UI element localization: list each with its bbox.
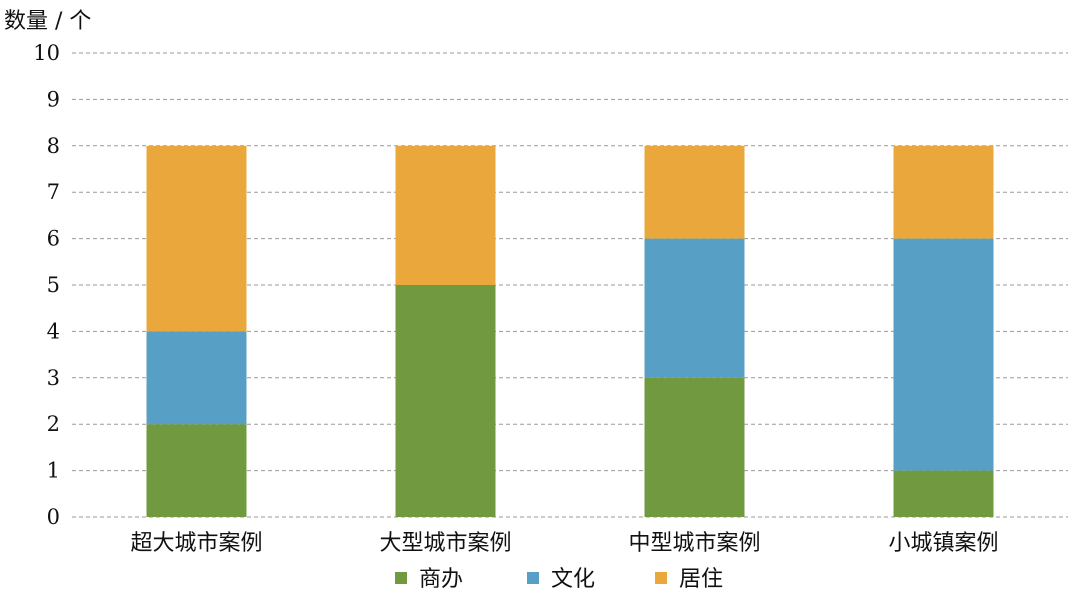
legend-swatch [655, 572, 667, 584]
bar-segment-3-1 [644, 377, 745, 517]
x-category-label: 小城镇案例 [888, 531, 998, 556]
y-axis-label: 数量 / 个 [4, 9, 91, 34]
x-category-label: 中型城市案例 [628, 531, 760, 556]
bar-segment-4-3 [893, 145, 994, 239]
legend-label: 居住 [679, 567, 723, 592]
x-category-label: 超大城市案例 [130, 531, 262, 556]
bar-segment-1-3 [146, 145, 247, 332]
x-category-label: 大型城市案例 [379, 531, 511, 556]
y-tick-label: 4 [47, 319, 60, 343]
bar-segment-4-2 [893, 238, 994, 471]
legend-label: 商办 [419, 567, 463, 592]
legend-label: 文化 [551, 567, 595, 592]
y-tick-label: 2 [47, 412, 60, 436]
bar-segment-3-3 [644, 145, 745, 239]
y-tick-label: 0 [47, 505, 60, 529]
bar-segment-3-2 [644, 238, 745, 378]
y-tick-label: 1 [47, 459, 60, 483]
gridlines [72, 52, 1068, 518]
bar-segment-4-1 [893, 470, 994, 517]
y-tick-label: 3 [47, 366, 60, 390]
y-tick-label: 7 [47, 180, 60, 204]
bar-segment-1-2 [146, 331, 247, 425]
y-tick-label: 5 [47, 273, 60, 297]
y-tick-label: 9 [47, 87, 60, 111]
legend: 商办 文化 居住 [395, 567, 723, 592]
y-tick-label: 6 [47, 227, 60, 251]
bars [146, 145, 994, 517]
legend-swatch [395, 572, 407, 584]
x-axis-categories: 超大城市案例 大型城市案例 中型城市案例 小城镇案例 [130, 531, 998, 556]
bar-segment-1-1 [146, 424, 247, 517]
y-tick-label: 10 [33, 41, 60, 65]
bar-segment-2-3 [395, 145, 496, 285]
bar-segment-2-1 [395, 285, 496, 517]
y-tick-label: 8 [47, 134, 60, 158]
y-axis-ticks: 0 1 2 3 4 5 6 7 8 9 10 [33, 41, 60, 529]
legend-swatch [527, 572, 539, 584]
